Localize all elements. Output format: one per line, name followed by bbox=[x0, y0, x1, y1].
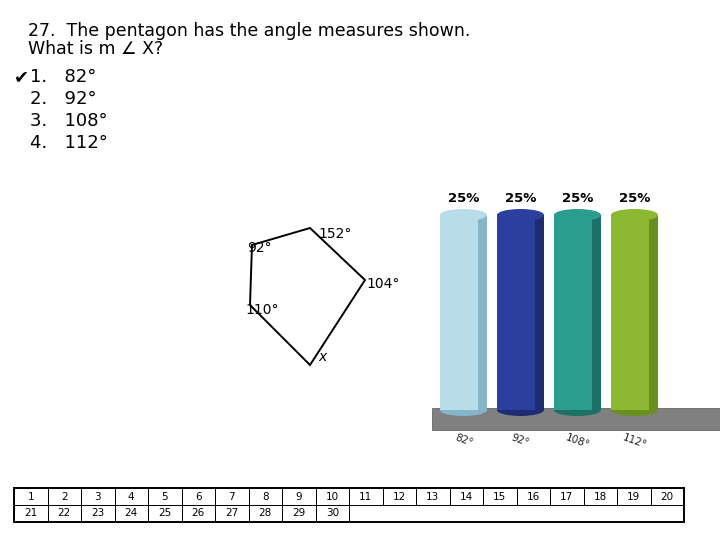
Bar bbox=[14, 488, 48, 505]
Bar bbox=[649, 215, 658, 410]
Ellipse shape bbox=[554, 209, 601, 221]
Ellipse shape bbox=[611, 209, 658, 221]
Bar bbox=[248, 488, 282, 505]
Bar bbox=[81, 505, 114, 522]
Bar bbox=[592, 215, 601, 410]
Text: 25%: 25% bbox=[562, 192, 593, 205]
Text: 6: 6 bbox=[195, 491, 202, 502]
Text: 12: 12 bbox=[392, 491, 406, 502]
Text: 3: 3 bbox=[94, 491, 101, 502]
Bar bbox=[449, 488, 483, 505]
Ellipse shape bbox=[497, 404, 544, 416]
Ellipse shape bbox=[554, 404, 601, 416]
Text: 4: 4 bbox=[128, 491, 135, 502]
Text: 112°: 112° bbox=[621, 432, 648, 450]
Bar bbox=[432, 408, 720, 430]
Text: 82°: 82° bbox=[453, 432, 474, 448]
Text: 2.   92°: 2. 92° bbox=[30, 90, 96, 108]
Bar bbox=[248, 505, 282, 522]
Text: 19: 19 bbox=[627, 491, 640, 502]
Text: 5: 5 bbox=[161, 491, 168, 502]
Bar bbox=[114, 505, 148, 522]
Text: ✔: ✔ bbox=[14, 68, 29, 86]
Text: 27.  The pentagon has the angle measures shown.: 27. The pentagon has the angle measures … bbox=[28, 22, 470, 40]
Bar bbox=[554, 215, 592, 410]
Text: 92°: 92° bbox=[247, 241, 271, 255]
Text: 22: 22 bbox=[58, 509, 71, 518]
Text: 110°: 110° bbox=[245, 303, 279, 317]
Text: 28: 28 bbox=[258, 509, 272, 518]
Text: 10: 10 bbox=[325, 491, 339, 502]
Bar bbox=[48, 505, 81, 522]
Bar bbox=[282, 505, 315, 522]
Text: 14: 14 bbox=[459, 491, 473, 502]
Bar bbox=[550, 488, 583, 505]
Bar bbox=[148, 488, 181, 505]
Text: 2: 2 bbox=[61, 491, 68, 502]
Bar bbox=[315, 488, 349, 505]
Text: 26: 26 bbox=[192, 509, 205, 518]
Bar bbox=[114, 488, 148, 505]
Bar bbox=[215, 505, 248, 522]
Bar bbox=[516, 488, 550, 505]
Text: 25: 25 bbox=[158, 509, 171, 518]
Text: 152°: 152° bbox=[318, 227, 351, 241]
Text: 8: 8 bbox=[262, 491, 269, 502]
Text: 1.   82°: 1. 82° bbox=[30, 68, 96, 86]
Text: 15: 15 bbox=[493, 491, 506, 502]
Text: 18: 18 bbox=[593, 491, 607, 502]
Bar bbox=[215, 488, 248, 505]
Bar bbox=[440, 215, 478, 410]
Text: 27: 27 bbox=[225, 509, 238, 518]
Text: 13: 13 bbox=[426, 491, 439, 502]
Bar bbox=[315, 505, 349, 522]
Text: 17: 17 bbox=[560, 491, 573, 502]
Text: 1: 1 bbox=[27, 491, 34, 502]
Bar bbox=[617, 488, 650, 505]
Bar bbox=[583, 488, 617, 505]
Bar bbox=[81, 488, 114, 505]
Ellipse shape bbox=[611, 404, 658, 416]
Text: What is m ∠ X?: What is m ∠ X? bbox=[28, 40, 163, 58]
Bar bbox=[650, 488, 684, 505]
Text: 9: 9 bbox=[295, 491, 302, 502]
Bar bbox=[181, 505, 215, 522]
Bar bbox=[611, 215, 649, 410]
Bar bbox=[535, 215, 544, 410]
Bar bbox=[416, 488, 449, 505]
Text: 24: 24 bbox=[125, 509, 138, 518]
Bar bbox=[14, 505, 48, 522]
Bar bbox=[483, 488, 516, 505]
Text: 16: 16 bbox=[526, 491, 540, 502]
Bar bbox=[478, 215, 487, 410]
Text: 25%: 25% bbox=[448, 192, 480, 205]
Text: 108°: 108° bbox=[564, 432, 591, 450]
Bar bbox=[14, 488, 684, 522]
Text: 25%: 25% bbox=[505, 192, 536, 205]
Text: 7: 7 bbox=[228, 491, 235, 502]
Bar bbox=[282, 488, 315, 505]
Ellipse shape bbox=[497, 209, 544, 221]
Bar bbox=[349, 488, 382, 505]
Ellipse shape bbox=[440, 404, 487, 416]
Text: 25%: 25% bbox=[618, 192, 650, 205]
Text: 30: 30 bbox=[325, 509, 339, 518]
Bar bbox=[48, 488, 81, 505]
Text: 11: 11 bbox=[359, 491, 372, 502]
Text: x: x bbox=[318, 350, 326, 364]
Text: 20: 20 bbox=[661, 491, 674, 502]
Bar bbox=[497, 215, 535, 410]
Text: 92°: 92° bbox=[510, 432, 531, 448]
Text: 29: 29 bbox=[292, 509, 305, 518]
Text: 4.   112°: 4. 112° bbox=[30, 134, 108, 152]
Text: 23: 23 bbox=[91, 509, 104, 518]
Bar bbox=[181, 488, 215, 505]
Ellipse shape bbox=[440, 209, 487, 221]
Text: 104°: 104° bbox=[366, 277, 400, 291]
Bar bbox=[382, 488, 416, 505]
Text: 21: 21 bbox=[24, 509, 37, 518]
Text: 3.   108°: 3. 108° bbox=[30, 112, 107, 130]
Bar bbox=[148, 505, 181, 522]
